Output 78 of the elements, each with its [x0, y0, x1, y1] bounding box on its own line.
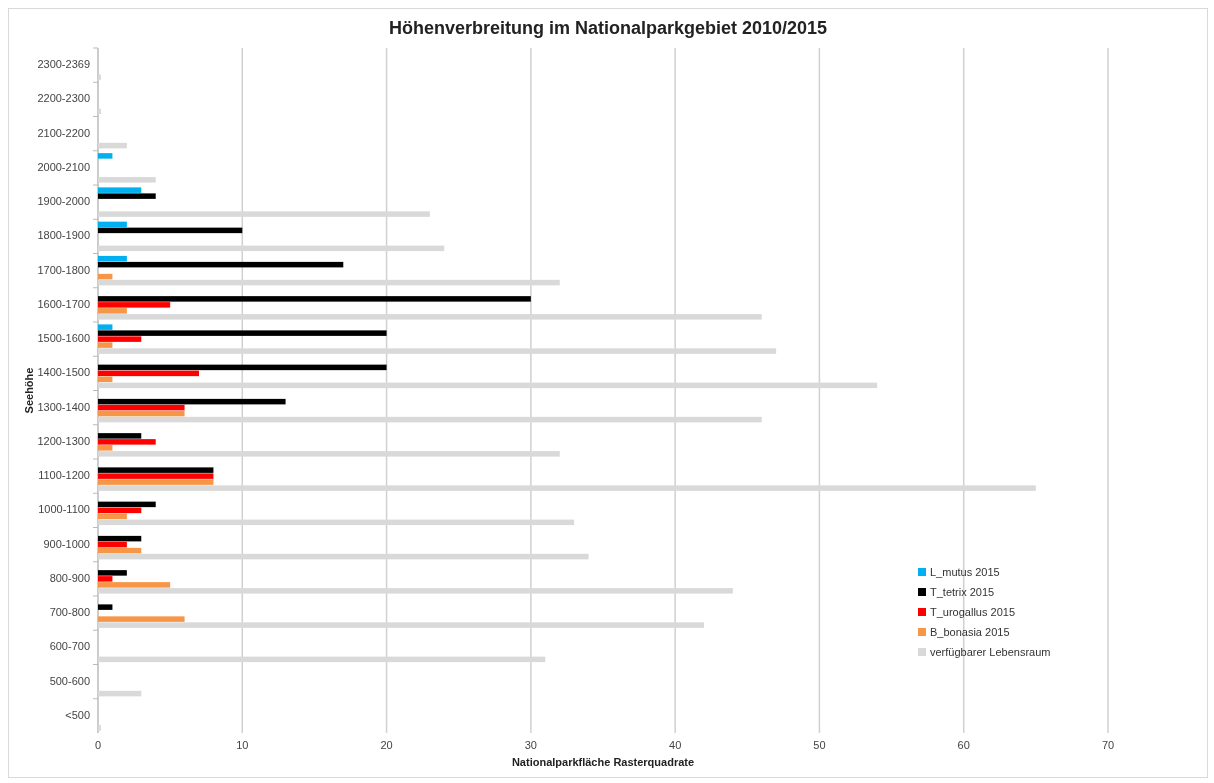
- bar: [98, 513, 127, 520]
- y-tick-label: 600-700: [49, 640, 90, 653]
- bar: [98, 547, 142, 554]
- y-tick-label: 700-800: [49, 606, 90, 619]
- y-tick-label: 2300-2369: [37, 58, 90, 71]
- y-tick-label: 2100-2200: [37, 126, 90, 139]
- y-tick-label: 2000-2100: [37, 160, 90, 173]
- bar: [98, 398, 286, 405]
- bar: [98, 467, 214, 473]
- y-tick-label: 1700-1800: [37, 263, 90, 276]
- x-tick-label: 30: [524, 739, 537, 751]
- bar: [98, 433, 142, 439]
- bar: [98, 74, 101, 80]
- bar: [98, 576, 113, 582]
- y-tick-label: <500: [65, 708, 90, 721]
- bar: [98, 479, 214, 485]
- y-tick-label: 800-900: [49, 571, 90, 584]
- bar: [98, 324, 113, 330]
- y-tick-label: 1800-1900: [37, 229, 90, 242]
- bar: [98, 108, 101, 115]
- x-tick-label: 20: [380, 739, 393, 751]
- legend-label: B_bonasia 2015: [930, 626, 1010, 638]
- bar: [98, 690, 142, 697]
- y-tick-label: 1500-1600: [37, 332, 90, 345]
- y-tick-label: 1300-1400: [37, 400, 90, 413]
- x-tick-label: 0: [94, 739, 102, 751]
- bar: [98, 308, 127, 314]
- bar: [98, 255, 127, 262]
- bar: [98, 570, 127, 576]
- y-tick-label: 2200-2300: [37, 92, 90, 105]
- y-tick-label: 1600-1700: [37, 297, 90, 310]
- bar: [98, 336, 142, 342]
- x-tick-label: 40: [669, 739, 682, 751]
- bar: [98, 142, 127, 149]
- y-tick-label: 500-600: [49, 674, 90, 687]
- bar: [98, 541, 127, 548]
- bar: [98, 187, 142, 193]
- x-axis-title: Nationalparkfläche Rasterquadrate: [511, 756, 695, 768]
- bar: [98, 507, 142, 514]
- y-tick-label: 1100-1200: [38, 469, 90, 482]
- bar: [98, 616, 185, 622]
- x-tick-label: 70: [1101, 739, 1115, 751]
- y-tick-label: 1000-1100: [38, 503, 90, 516]
- bar: [98, 364, 387, 371]
- legend-label: L_mutus 2015: [930, 566, 1000, 578]
- bar: [98, 582, 171, 588]
- bar: [98, 193, 156, 199]
- bar: [98, 227, 243, 234]
- chart-title: Höhenverbreitung im Nationalparkgebiet 2010/2015: [388, 18, 828, 38]
- bar: [98, 177, 156, 183]
- y-axis-title: Seehöhe: [23, 367, 35, 414]
- bar: [98, 501, 156, 508]
- bar: [98, 342, 113, 348]
- x-tick-label: 10: [236, 739, 249, 751]
- bar: [98, 439, 156, 445]
- bar: [98, 261, 344, 268]
- bar: [98, 725, 101, 731]
- bar: [98, 221, 127, 228]
- bar: [98, 410, 185, 417]
- x-tick-label: 60: [957, 739, 970, 751]
- legend-label: T_tetrix 2015: [930, 586, 995, 598]
- bar: [98, 330, 387, 336]
- bar: [98, 370, 199, 377]
- y-tick-label: 1900-2000: [37, 195, 90, 208]
- legend-label: verfügbarer Lebensraum: [930, 646, 1051, 658]
- bar: [98, 153, 113, 159]
- bar: [98, 473, 214, 479]
- bar: [98, 296, 531, 302]
- bar: [98, 535, 142, 542]
- bar: [98, 445, 113, 451]
- y-tick-label: 900-1000: [43, 537, 90, 550]
- bar: [98, 302, 171, 308]
- bar: [98, 604, 113, 610]
- bar: [98, 404, 185, 411]
- y-tick-label: 1200-1300: [37, 434, 90, 447]
- x-tick-label: 50: [813, 739, 826, 751]
- y-tick-label: 1400-1500: [37, 366, 90, 379]
- legend-label: T_urogallus 2015: [930, 606, 1016, 618]
